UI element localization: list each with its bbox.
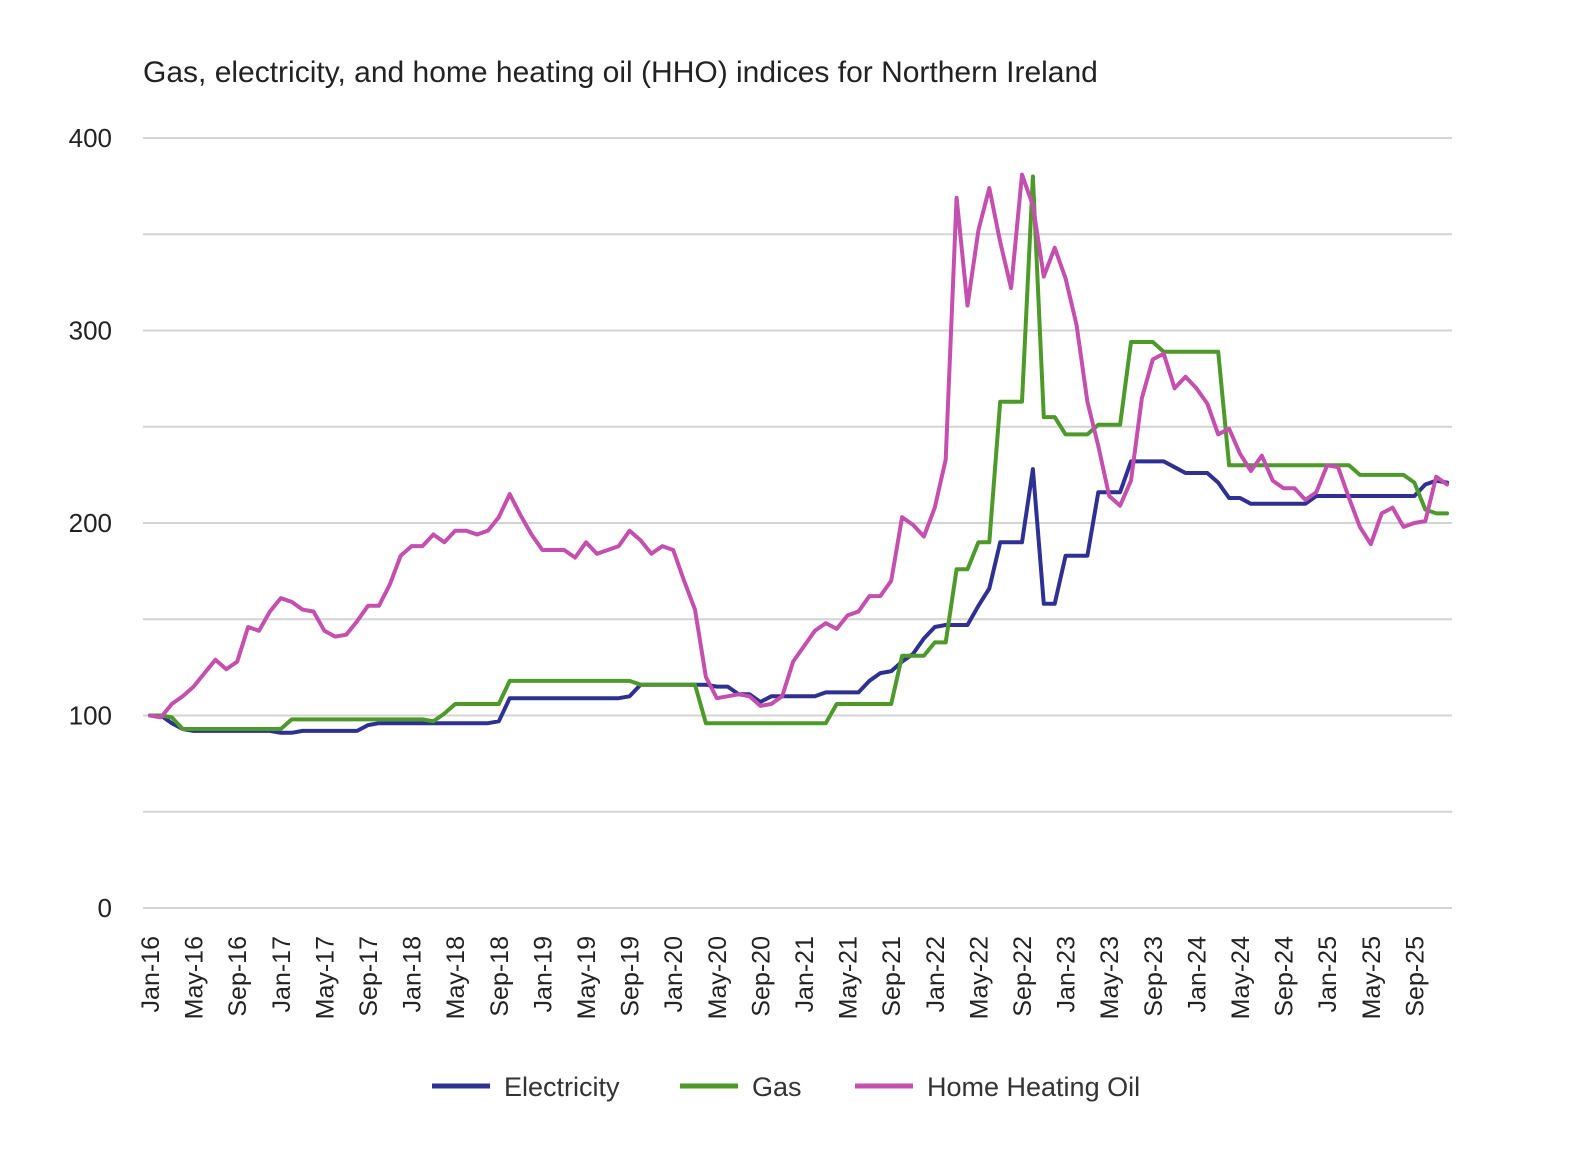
y-tick-label: 200: [69, 508, 112, 538]
x-tick-label: Jan-16: [137, 936, 165, 1012]
x-tick-label: Sep-16: [224, 936, 252, 1017]
legend-item-gas: Gas: [680, 1072, 802, 1102]
x-tick-label: Jan-18: [399, 936, 427, 1012]
x-tick-label: May-25: [1358, 936, 1386, 1019]
series-line-home-heating-oil: [148, 172, 1450, 720]
x-tick-label: Sep-18: [486, 936, 514, 1017]
x-tick-label: Sep-25: [1401, 936, 1429, 1017]
x-tick-label: Jan-23: [1053, 936, 1081, 1012]
x-tick-label: Sep-20: [747, 936, 775, 1017]
chart-title: Gas, electricity, and home heating oil (…: [143, 56, 1098, 89]
x-tick-label: Jan-21: [791, 936, 819, 1012]
legend-label: Home Heating Oil: [927, 1072, 1140, 1102]
series-line-electricity: [148, 459, 1450, 735]
x-tick-label: Jan-22: [922, 936, 950, 1012]
x-tick-label: May-16: [181, 936, 209, 1019]
x-tick-label: Sep-21: [878, 936, 906, 1017]
x-tick-label: Jan-25: [1314, 936, 1342, 1012]
x-tick-label: Sep-19: [617, 936, 645, 1017]
series-line-gas: [148, 174, 1450, 731]
x-tick-label: Sep-24: [1271, 936, 1299, 1017]
x-tick-label: May-19: [573, 936, 601, 1019]
y-axis-ticks: 0 100 200 300 400: [69, 123, 112, 923]
y-tick-label: 0: [98, 893, 112, 923]
gridlines: [143, 137, 1452, 909]
y-tick-label: 100: [69, 701, 112, 731]
x-tick-label: May-24: [1227, 936, 1255, 1019]
y-tick-label: 300: [69, 316, 112, 346]
x-tick-label: Jan-19: [529, 936, 557, 1012]
x-tick-label: Jan-24: [1183, 936, 1211, 1013]
x-tick-label: May-22: [965, 936, 993, 1019]
x-tick-label: Sep-17: [355, 936, 383, 1017]
series-lines: [148, 172, 1450, 735]
legend-label: Electricity: [504, 1072, 620, 1102]
legend-item-home-heating-oil: Home Heating Oil: [855, 1072, 1140, 1102]
x-tick-label: Sep-23: [1140, 936, 1168, 1017]
x-tick-label: May-20: [704, 936, 732, 1019]
x-axis-ticks: Jan-16 May-16 Sep-16 Jan-17 May-17 Sep-17 Jan-…: [137, 936, 1429, 1019]
x-tick-label: Sep-22: [1009, 936, 1037, 1017]
legend-item-electricity: Electricity: [432, 1072, 620, 1102]
y-tick-label: 400: [69, 123, 112, 153]
x-tick-label: May-17: [311, 936, 339, 1019]
x-tick-label: May-21: [835, 936, 863, 1019]
x-tick-label: Jan-17: [268, 936, 296, 1012]
x-tick-label: May-23: [1096, 936, 1124, 1019]
x-tick-label: May-18: [442, 936, 470, 1019]
legend-label: Gas: [752, 1072, 802, 1102]
legend: Electricity Gas Home Heating Oil: [432, 1072, 1140, 1102]
x-tick-label: Jan-20: [660, 936, 688, 1012]
